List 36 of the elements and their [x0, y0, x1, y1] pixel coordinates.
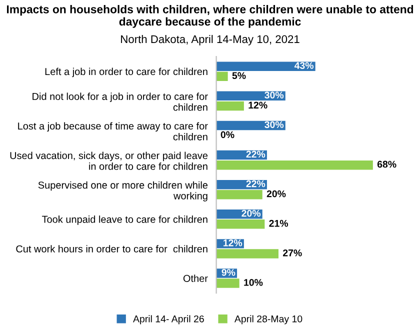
data-label: 27% [282, 249, 302, 256]
bar [216, 72, 228, 82]
chart-title: Impacts on households with children, where children were unable to attend daycare because of the pandemic [7, 4, 414, 28]
y-tick-label: Did not look for a job in order to care for children [32, 92, 208, 111]
data-label: 30% [264, 92, 284, 99]
legend-label: April 14- April 26 [133, 315, 204, 324]
data-label: 20% [242, 210, 261, 217]
data-label: 22% [246, 150, 266, 158]
bar [216, 249, 278, 258]
y-tick-label: Lost a job because of time away to care for children [18, 122, 208, 140]
legend-label: April 28-May 10 [234, 315, 302, 324]
data-label: 21% [269, 220, 288, 227]
y-tick-label: Used vacation, sick days, or other paid leave in order to care for children [10, 152, 208, 170]
bar [216, 160, 373, 170]
data-label: 12% [248, 102, 268, 109]
data-label: 0% [220, 131, 234, 138]
bar [216, 220, 265, 229]
data-label: 30% [264, 121, 284, 128]
data-label: 9% [222, 268, 236, 276]
bar [216, 62, 316, 71]
y-tick-label: Other [183, 274, 208, 282]
data-label: 22% [246, 180, 266, 188]
y-tick-label: Supervised one or more children while working [38, 181, 208, 202]
data-label: 10% [244, 279, 263, 286]
y-tick-label: Left a job in order to care for children [45, 68, 208, 78]
data-label: 20% [266, 190, 286, 198]
bar [216, 190, 262, 200]
bar [216, 101, 244, 111]
y-tick-label: Cut work hours in order to care for children [16, 245, 208, 252]
chart-subtitle: North Dakota, April 14-May 10, 2021 [121, 34, 300, 46]
y-tick-label: Took unpaid leave to care for children [42, 216, 208, 225]
data-label: 43% [294, 62, 314, 69]
data-label: 12% [224, 239, 242, 246]
bar [216, 278, 240, 288]
data-label: 5% [232, 72, 246, 80]
data-label: 68% [377, 160, 396, 168]
